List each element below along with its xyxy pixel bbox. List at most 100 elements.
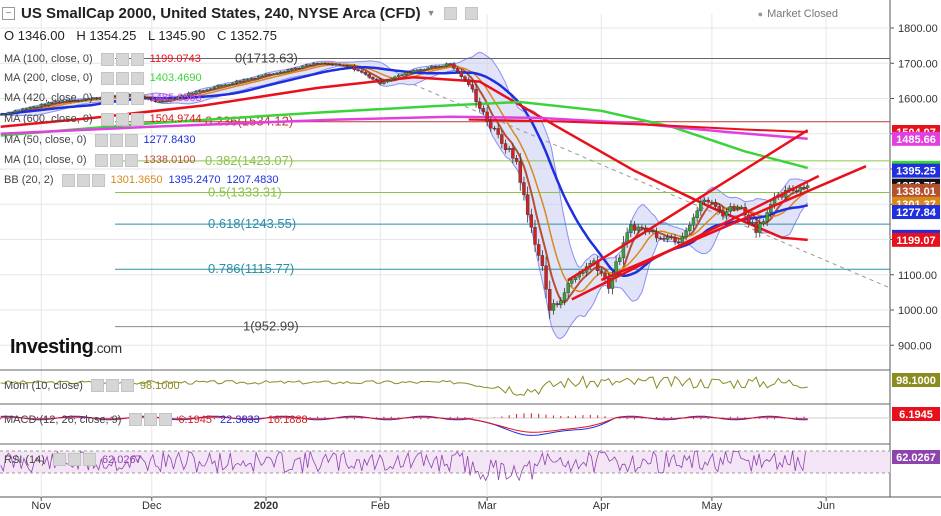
candle-body (275, 72, 279, 75)
eye-icon[interactable] (100, 91, 114, 105)
momentum-axis-label: 98.1000 (896, 375, 936, 387)
indicator-row-ma50[interactable]: MA (50, close, 0) 1277.8430 (4, 133, 202, 147)
candle-body (396, 74, 401, 78)
candle-body (360, 70, 364, 73)
x-tick-label: Jun (817, 500, 835, 511)
momentum-line (0, 375, 808, 396)
settings-icon[interactable] (443, 6, 457, 20)
candle-body (614, 261, 618, 277)
candle-body (385, 80, 390, 83)
rsi-line (0, 450, 806, 482)
candle-body (559, 300, 563, 306)
candle-body (455, 68, 460, 72)
candle-body (658, 237, 662, 240)
candle-body (175, 96, 180, 100)
candle-body (452, 63, 456, 69)
eye-icon[interactable] (61, 173, 75, 187)
eye-icon[interactable] (100, 52, 114, 66)
close-icon[interactable] (82, 453, 96, 466)
rsi-label: RSI (14) (4, 453, 45, 466)
gear-icon[interactable] (144, 413, 158, 426)
candle-body (91, 97, 95, 100)
gear-icon[interactable] (115, 112, 129, 126)
close-icon[interactable] (130, 71, 144, 85)
close-icon[interactable] (130, 112, 144, 126)
indicator-value: 1403.4690 (149, 72, 202, 84)
candle-body (168, 98, 172, 102)
close-icon[interactable] (91, 173, 105, 187)
candle-body (533, 226, 537, 245)
eye-icon[interactable] (90, 379, 104, 392)
gear-icon[interactable] (115, 71, 129, 85)
candle-body (448, 63, 452, 66)
candle-body (194, 91, 198, 95)
candle-body (717, 206, 721, 211)
chevron-down-icon[interactable]: ▼ (426, 8, 436, 18)
candle-body (35, 106, 40, 109)
indicator-value: 1277.8430 (143, 134, 196, 146)
price-label-text: 1277.84 (896, 207, 937, 219)
candle-body (260, 75, 265, 77)
momentum-label-row[interactable]: Mom (10, close) 98.1000 (4, 379, 180, 392)
close-icon[interactable] (159, 413, 173, 426)
candle-body (514, 158, 519, 162)
indicator-buttons (89, 379, 134, 392)
close-icon[interactable] (120, 379, 134, 392)
candle-body (430, 66, 434, 69)
candle-body (308, 64, 312, 67)
gear-icon[interactable] (115, 91, 129, 105)
candle-body (433, 66, 438, 68)
delete-icon[interactable] (464, 6, 478, 20)
eye-icon[interactable] (52, 453, 66, 466)
close-icon[interactable] (124, 133, 138, 147)
candle-body (330, 63, 335, 66)
indicator-row-ma100[interactable]: MA (100, close, 0) 1199.0743 (4, 52, 207, 66)
indicator-label: BB (20, 2) (4, 174, 54, 186)
eye-icon[interactable] (94, 133, 108, 147)
gear-icon[interactable] (109, 153, 123, 167)
candle-body (470, 84, 475, 90)
indicator-row-bb[interactable]: BB (20, 2) 1301.3650 1395.2470 1207.4830 (4, 173, 285, 187)
candle-body (566, 283, 570, 293)
candle-body (39, 104, 43, 108)
candle-body (758, 223, 762, 233)
candle-body (389, 78, 393, 81)
gear-icon[interactable] (105, 379, 119, 392)
candle-body (164, 100, 169, 103)
candle-body (728, 206, 733, 212)
candle-body (621, 242, 626, 259)
gear-icon[interactable] (76, 173, 90, 187)
gear-icon[interactable] (109, 133, 123, 147)
gear-icon[interactable] (115, 52, 129, 66)
x-tick-label: Mar (478, 500, 497, 511)
candle-body (83, 99, 88, 101)
candle-body (24, 108, 29, 110)
candle-body (463, 76, 467, 80)
close-icon[interactable] (124, 153, 138, 167)
price-label-box (892, 205, 940, 220)
candle-body (662, 237, 666, 240)
collapse-icon[interactable]: − (2, 6, 15, 20)
eye-icon[interactable] (100, 112, 114, 126)
candle-body (732, 206, 736, 209)
indicator-row-ma600[interactable]: MA (600, close, 0) 1504.9744 (4, 112, 208, 126)
rsi-label-row[interactable]: RSI (14) 62.0267 (4, 453, 142, 466)
x-tick-label: Apr (593, 500, 610, 511)
close-icon[interactable] (130, 52, 144, 66)
gear-icon[interactable] (67, 453, 81, 466)
close-icon[interactable] (130, 91, 144, 105)
indicator-row-ma200[interactable]: MA (200, close, 0) 1403.4690 (4, 71, 208, 85)
candle-body (426, 67, 430, 70)
price-label-text: 1485.66 (896, 134, 936, 146)
candle-body (13, 110, 18, 113)
indicator-row-ma10[interactable]: MA (10, close, 0) 1338.0100 (4, 153, 202, 167)
candle-body (271, 73, 276, 76)
indicator-row-ma420[interactable]: MA (420, close, 0) 1485.6563 (4, 91, 208, 105)
candle-body (17, 110, 21, 112)
eye-icon[interactable] (100, 71, 114, 85)
candle-body (669, 236, 674, 239)
candle-body (522, 182, 526, 195)
macd-label-row[interactable]: MACD (12, 26, close, 9) 6.1945 22.3833 1… (4, 413, 308, 426)
eye-icon[interactable] (129, 413, 143, 426)
eye-icon[interactable] (94, 153, 108, 167)
